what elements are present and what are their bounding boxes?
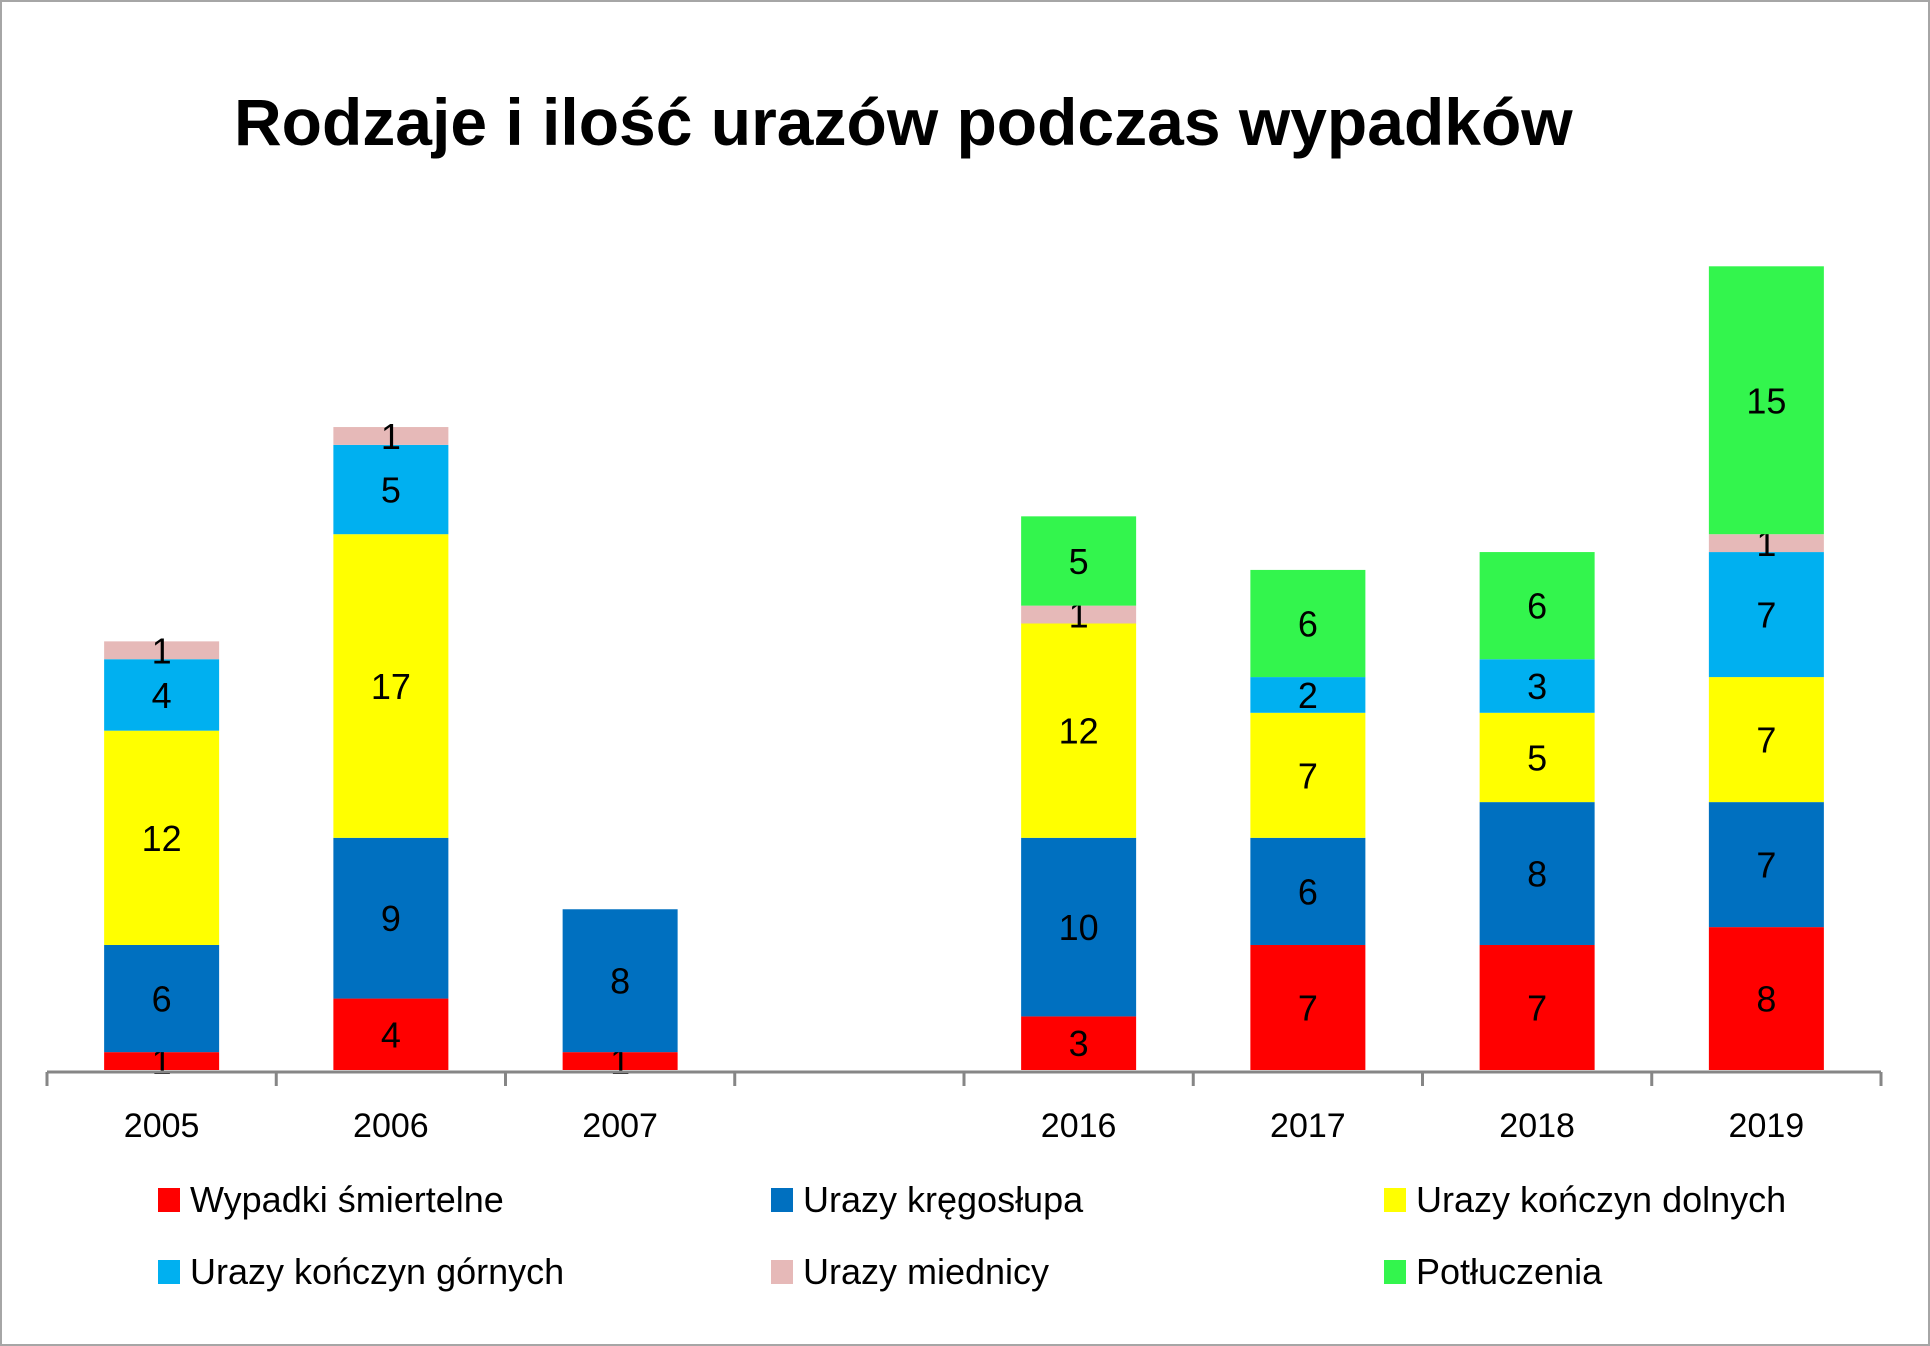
legend-label: Urazy miednicy: [803, 1251, 1049, 1292]
legend-swatch: [771, 1188, 793, 1212]
data-label: 2: [1298, 675, 1318, 716]
data-label: 5: [1527, 737, 1547, 778]
x-tick-label: 2006: [353, 1107, 429, 1145]
bar-segment: [562, 909, 678, 1053]
x-tick-label: 2019: [1729, 1107, 1805, 1145]
data-label: 7: [1756, 845, 1776, 886]
data-label: 12: [1059, 711, 1099, 752]
bar-segment: [333, 534, 449, 838]
data-label: 6: [1298, 871, 1318, 912]
bar-segment: [104, 659, 220, 731]
bar-segment: [1479, 802, 1595, 945]
legend-item: Urazy kończyn górnych: [158, 1251, 564, 1292]
x-tick-label: 2017: [1270, 1107, 1346, 1145]
legend-swatch: [1384, 1188, 1406, 1212]
legend-label: Urazy kręgosłupa: [803, 1179, 1084, 1220]
bar-segment: [1021, 623, 1137, 838]
data-label: 7: [1756, 720, 1776, 761]
data-label: 6: [1527, 586, 1547, 627]
data-label: 1: [381, 416, 401, 457]
data-label: 12: [142, 818, 182, 859]
legend-swatch: [1384, 1260, 1406, 1284]
bar-segment: [1479, 712, 1595, 803]
legend-item: Wypadki śmiertelne: [158, 1179, 504, 1220]
data-label: 8: [1527, 854, 1547, 895]
legend-item: Potłuczenia: [1384, 1251, 1603, 1292]
bar-segment: [1021, 605, 1137, 624]
data-label: 1: [152, 630, 172, 671]
bar-segment: [1021, 516, 1137, 606]
data-label: 15: [1746, 380, 1786, 421]
bar-segment: [333, 998, 449, 1070]
data-label: 4: [152, 675, 172, 716]
bar-segment: [333, 837, 449, 999]
legend-item: Urazy kończyn dolnych: [1384, 1179, 1786, 1220]
legend-swatch: [771, 1260, 793, 1284]
bar-segment: [1708, 266, 1824, 535]
data-label: 5: [1069, 541, 1089, 582]
bar-segment: [1708, 677, 1824, 803]
data-label: 9: [381, 898, 401, 939]
bar-segment: [333, 444, 449, 535]
x-tick-label: 2007: [582, 1107, 658, 1145]
data-label: 17: [371, 666, 411, 707]
bar-segment: [104, 730, 220, 945]
data-label: 3: [1527, 666, 1547, 707]
data-label: 6: [152, 979, 172, 1020]
bar-segment: [562, 1052, 678, 1070]
data-label: 8: [1756, 979, 1776, 1020]
bar-segment: [1708, 927, 1824, 1070]
bar-segment: [1021, 837, 1137, 1017]
data-label: 3: [1069, 1023, 1089, 1064]
bar-segment: [104, 1052, 220, 1070]
bar-segment: [1479, 944, 1595, 1070]
legend-label: Wypadki śmiertelne: [190, 1179, 504, 1220]
data-label: 5: [381, 470, 401, 511]
data-label: 8: [610, 961, 630, 1002]
bar-segment: [1708, 802, 1824, 928]
data-label: 7: [1527, 987, 1547, 1028]
bar-segment: [333, 427, 449, 445]
bar-segment: [104, 944, 220, 1053]
legend-swatch: [158, 1260, 180, 1284]
legend-item: Urazy kręgosłupa: [771, 1179, 1084, 1220]
bar-segment: [1479, 659, 1595, 713]
data-label: 7: [1756, 595, 1776, 636]
data-label: 6: [1298, 604, 1318, 645]
bar-segment: [1250, 712, 1366, 838]
x-tick-label: 2016: [1041, 1107, 1117, 1145]
bar-segment: [1250, 944, 1366, 1070]
bar-segment: [1708, 534, 1824, 553]
x-tick-label: 2005: [124, 1107, 200, 1145]
bar-segment: [1479, 552, 1595, 660]
legend-label: Potłuczenia: [1416, 1251, 1603, 1292]
bar-segment: [1250, 569, 1366, 678]
bar-segment: [1021, 1016, 1137, 1070]
data-label: 7: [1298, 987, 1318, 1028]
bar-segment: [1250, 677, 1366, 713]
data-label: 4: [381, 1014, 401, 1055]
data-label: 10: [1059, 907, 1099, 948]
data-label: 7: [1298, 755, 1318, 796]
legend-item: Urazy miednicy: [771, 1251, 1049, 1292]
legend-label: Urazy kończyn dolnych: [1416, 1179, 1786, 1220]
x-tick-label: 2018: [1499, 1107, 1575, 1145]
legend-swatch: [158, 1188, 180, 1212]
legend-label: Urazy kończyn górnych: [190, 1251, 564, 1292]
bar-segment: [1708, 552, 1824, 678]
bar-segment: [104, 641, 220, 660]
bar-segment: [1250, 837, 1366, 945]
chart-title: Rodzaje i ilość urazów podczas wypadków: [234, 85, 1573, 159]
